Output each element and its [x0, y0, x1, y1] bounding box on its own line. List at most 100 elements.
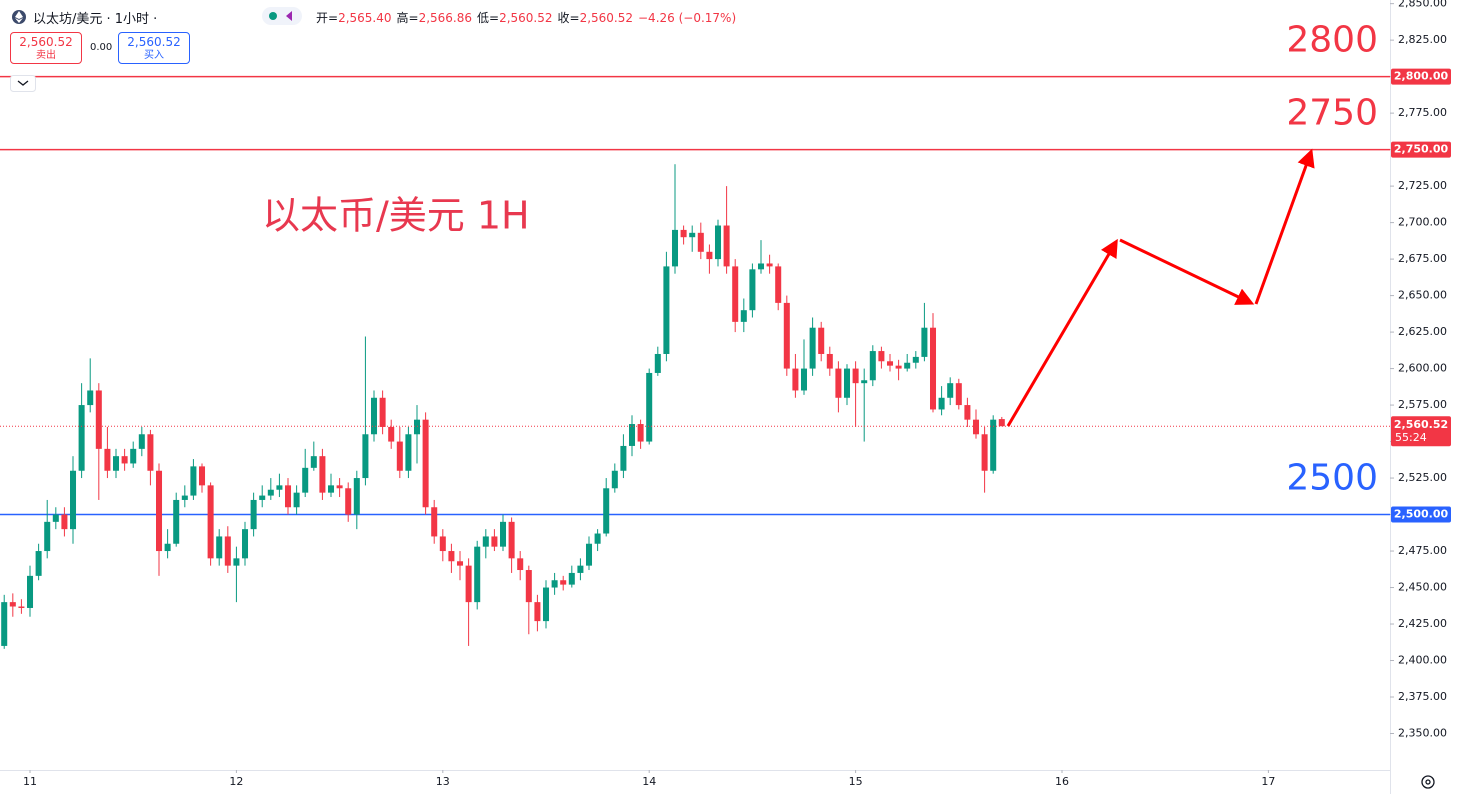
- candle-body: [818, 327, 825, 354]
- candle-body: [568, 572, 575, 585]
- y-tick-label: 2,375.00: [1398, 690, 1447, 703]
- level-tag: [1391, 141, 1451, 158]
- chart-annotation: 以太币/美元 1H: [262, 194, 530, 238]
- ohlc-key: 开=: [316, 11, 339, 25]
- candle-body: [27, 575, 34, 608]
- sell-button[interactable]: 2,560.52 卖出: [10, 32, 82, 64]
- candle-body: [775, 266, 782, 303]
- candle-body: [35, 551, 42, 576]
- x-tick-label: 11: [23, 775, 37, 788]
- candle-body: [216, 536, 223, 559]
- candle-body: [448, 551, 455, 562]
- candle-body: [319, 456, 326, 493]
- indicator-pill[interactable]: [262, 7, 302, 25]
- level-label: 2500: [1286, 458, 1378, 499]
- y-tick-label: 2,350.00: [1398, 727, 1447, 740]
- candle-body: [714, 225, 722, 260]
- candle-body: [250, 499, 257, 530]
- candle-body: [345, 488, 352, 515]
- candle-body: [267, 489, 274, 496]
- candle-body: [861, 380, 868, 384]
- candle-body: [413, 419, 421, 435]
- candle-body: [671, 229, 679, 267]
- candle-body: [9, 602, 16, 607]
- candle-body: [525, 570, 532, 603]
- last-price-label: 2,560.52: [1394, 418, 1448, 431]
- level-tag: [1391, 68, 1451, 85]
- annotation-arrows: [1006, 148, 1315, 427]
- level-label: 2750: [1286, 93, 1378, 134]
- candle-body: [147, 434, 154, 471]
- ohlc-value: 2,565.40: [338, 11, 392, 25]
- candle-body: [947, 383, 954, 398]
- candle-body: [628, 424, 636, 446]
- candle-body: [1, 602, 8, 646]
- candle-body: [972, 419, 980, 435]
- settings-icon[interactable]: [1421, 775, 1435, 789]
- level-tag-label: 2,500.00: [1394, 508, 1449, 521]
- candle-body: [61, 514, 68, 530]
- candle-body: [620, 445, 627, 471]
- buy-button[interactable]: 2,560.52 买入: [118, 32, 190, 64]
- y-tick-label: 2,775.00: [1398, 106, 1447, 119]
- candle-body: [990, 419, 997, 471]
- candle-body: [852, 368, 859, 384]
- candle-body: [113, 456, 120, 471]
- candle-body: [878, 351, 885, 362]
- symbol-icon: [12, 10, 26, 24]
- candle-body: [895, 365, 902, 369]
- candle-body: [224, 536, 231, 566]
- candle-body: [998, 419, 1005, 427]
- ohlc-value: 2,560.52: [579, 11, 633, 25]
- candle-body: [560, 580, 567, 585]
- arrow: [1006, 238, 1118, 427]
- candle-body: [465, 565, 472, 603]
- y-tick-label: 2,725.00: [1398, 179, 1447, 192]
- level-tag-label: 2,800.00: [1394, 70, 1449, 83]
- candle-body: [835, 368, 842, 398]
- candle-body: [439, 536, 446, 552]
- candle-body: [663, 266, 670, 354]
- candle-body: [732, 266, 739, 322]
- candle-body: [938, 397, 945, 410]
- candle-body: [233, 558, 240, 566]
- change: −4.26 (−0.17%): [638, 11, 737, 25]
- candle-body: [740, 310, 747, 322]
- collapse-button[interactable]: [10, 75, 36, 92]
- candle-body: [585, 543, 593, 566]
- arrow: [1254, 148, 1315, 305]
- candle-body: [388, 426, 395, 442]
- countdown: 55:24: [1395, 431, 1427, 444]
- candle-body: [190, 466, 197, 496]
- candle-body: [199, 466, 206, 486]
- candle-body: [886, 361, 894, 366]
- candle-body: [379, 397, 386, 427]
- candle-body: [654, 353, 661, 373]
- y-tick-label: 2,425.00: [1398, 617, 1447, 630]
- candle-body: [293, 492, 300, 508]
- y-tick-label: 2,575.00: [1398, 398, 1447, 411]
- y-tick-label: 2,525.00: [1398, 471, 1447, 484]
- candle-body: [542, 587, 550, 622]
- candle-body: [370, 397, 378, 435]
- candle-body: [766, 263, 773, 267]
- candle-body: [603, 488, 610, 534]
- candle-body: [353, 478, 360, 515]
- sell-price: 2,560.52: [19, 35, 73, 49]
- candle-body: [637, 424, 644, 442]
- candle-body: [869, 351, 876, 381]
- spread: 0.00: [90, 42, 113, 53]
- candle-body: [646, 372, 653, 442]
- y-tick-label: 2,650.00: [1398, 289, 1447, 302]
- candle-body: [276, 485, 283, 490]
- ohlc-key: 高=: [396, 11, 419, 25]
- candle-body: [173, 499, 180, 544]
- plot-area: [0, 75, 1390, 649]
- candle-body: [508, 521, 515, 559]
- y-tick-label: 2,400.00: [1398, 654, 1447, 667]
- candle-body: [826, 353, 833, 369]
- candle-body: [70, 470, 77, 530]
- candle-body: [362, 434, 369, 479]
